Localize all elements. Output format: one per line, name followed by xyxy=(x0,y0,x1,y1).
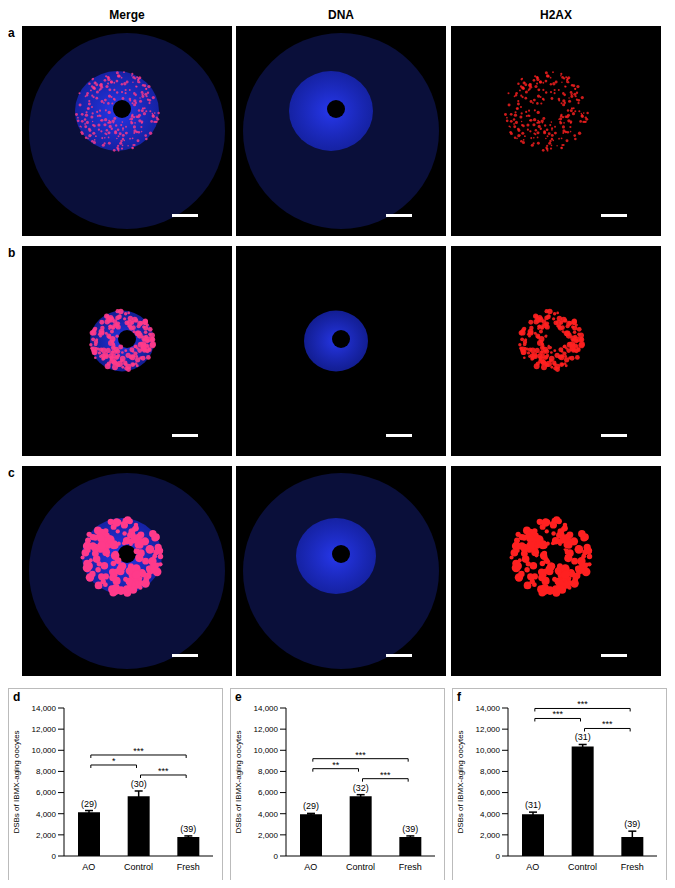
svg-text:12,000: 12,000 xyxy=(254,725,279,734)
svg-text:8,000: 8,000 xyxy=(480,767,501,776)
html-text:Merge: Merge xyxy=(109,8,145,22)
svg-text:4,000: 4,000 xyxy=(258,810,279,819)
svg-text:***: *** xyxy=(133,746,144,756)
svg-text:Fresh: Fresh xyxy=(399,862,422,872)
svg-text:(31): (31) xyxy=(575,732,591,742)
svg-text:12,000: 12,000 xyxy=(32,725,57,734)
svg-text:8,000: 8,000 xyxy=(258,767,279,776)
svg-text:(31): (31) xyxy=(525,800,541,810)
svg-text:***: *** xyxy=(602,719,613,729)
svg-text:DSBs of IBMX-aging oocytes: DSBs of IBMX-aging oocytes xyxy=(234,730,243,833)
svg-text:(29): (29) xyxy=(81,799,97,809)
svg-text:(32): (32) xyxy=(353,783,369,793)
html-text:H2AX: H2AX xyxy=(540,8,572,22)
svg-text:AO: AO xyxy=(526,862,539,872)
svg-text:4,000: 4,000 xyxy=(36,810,57,819)
svg-text:4,000: 4,000 xyxy=(480,810,501,819)
svg-text:(39): (39) xyxy=(180,824,196,834)
svg-text:**: ** xyxy=(332,760,340,770)
svg-text:10,000: 10,000 xyxy=(32,746,57,755)
svg-text:***: *** xyxy=(355,750,366,760)
svg-text:***: *** xyxy=(380,770,391,780)
html-text:e: e xyxy=(235,690,242,704)
svg-text:Fresh: Fresh xyxy=(621,862,644,872)
svg-text:***: *** xyxy=(577,699,588,709)
svg-text:Control: Control xyxy=(124,862,153,872)
svg-text:(30): (30) xyxy=(131,779,147,789)
svg-text:0: 0 xyxy=(52,852,57,861)
svg-text:10,000: 10,000 xyxy=(254,746,279,755)
svg-text:2,000: 2,000 xyxy=(258,831,279,840)
svg-text:DSBs of IBMX-aging oocytes: DSBs of IBMX-aging oocytes xyxy=(12,730,21,833)
html-text:c: c xyxy=(8,466,15,480)
svg-text:2,000: 2,000 xyxy=(480,831,501,840)
svg-text:Control: Control xyxy=(346,862,375,872)
svg-text:2,000: 2,000 xyxy=(36,831,57,840)
svg-text:AO: AO xyxy=(82,862,95,872)
html-text:b: b xyxy=(8,246,16,260)
html-text:a: a xyxy=(8,26,15,40)
svg-text:6,000: 6,000 xyxy=(36,788,57,797)
svg-text:10,000: 10,000 xyxy=(476,746,501,755)
svg-text:14,000: 14,000 xyxy=(476,704,501,713)
html-text:d: d xyxy=(13,690,21,704)
svg-text:0: 0 xyxy=(496,852,501,861)
svg-text:8,000: 8,000 xyxy=(36,767,57,776)
svg-text:***: *** xyxy=(552,709,563,719)
svg-text:(39): (39) xyxy=(402,824,418,834)
svg-text:(29): (29) xyxy=(303,801,319,811)
svg-text:6,000: 6,000 xyxy=(258,788,279,797)
svg-text:0: 0 xyxy=(274,852,279,861)
svg-text:Control: Control xyxy=(568,862,597,872)
svg-text:DSBs of IBMX-aging oocytes: DSBs of IBMX-aging oocytes xyxy=(456,730,465,833)
svg-text:14,000: 14,000 xyxy=(32,704,57,713)
svg-text:14,000: 14,000 xyxy=(254,704,279,713)
svg-text:(39): (39) xyxy=(624,819,640,829)
svg-text:Fresh: Fresh xyxy=(177,862,200,872)
svg-text:***: *** xyxy=(158,766,169,776)
svg-text:6,000: 6,000 xyxy=(480,788,501,797)
svg-text:12,000: 12,000 xyxy=(476,725,501,734)
svg-text:AO: AO xyxy=(304,862,317,872)
svg-text:*: * xyxy=(112,756,116,766)
html-text:f: f xyxy=(457,690,461,704)
html-text:DNA: DNA xyxy=(328,8,354,22)
